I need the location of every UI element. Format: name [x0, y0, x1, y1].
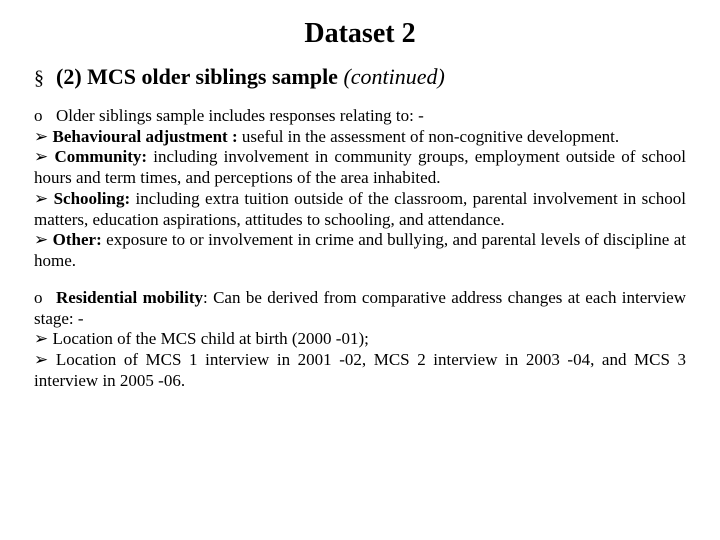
item-text: exposure to or involvement in crime and … — [34, 230, 686, 270]
heading-text: (2) MCS older siblings sample (continued… — [56, 64, 445, 90]
list-item: ➢ Schooling: including extra tuition out… — [34, 189, 686, 230]
item-text: useful in the assessment of non-cognitiv… — [238, 127, 619, 146]
arrow-icon: ➢ — [34, 147, 48, 166]
page-title: Dataset 2 — [34, 18, 686, 50]
item-label: Other: — [53, 230, 102, 249]
list-item: ➢ Location of MCS 1 interview in 2001 -0… — [34, 350, 686, 391]
slide-page: Dataset 2 § (2) MCS older siblings sampl… — [0, 0, 720, 426]
list-item: ➢ Other: exposure to or involvement in c… — [34, 230, 686, 271]
section-2: oResidential mobility: Can be derived fr… — [34, 288, 686, 392]
item-text: including extra tuition outside of the c… — [34, 189, 686, 229]
arrow-icon: ➢ — [34, 127, 48, 146]
arrow-icon: ➢ — [34, 230, 48, 249]
section-1: o Older siblings sample includes respons… — [34, 106, 686, 272]
arrow-icon: ➢ — [34, 189, 48, 208]
section-2-intro-label: Residential mobility — [56, 288, 203, 307]
item-label: Schooling: — [54, 189, 131, 208]
item-label: Community: — [54, 147, 147, 166]
circle-bullet-icon: o — [34, 106, 56, 127]
section-2-intro: oResidential mobility: Can be derived fr… — [34, 288, 686, 329]
list-item: ➢ Community: including involvement in co… — [34, 147, 686, 188]
arrow-icon: ➢ — [34, 350, 48, 369]
section-1-intro-text: Older siblings sample includes responses… — [56, 106, 424, 127]
item-label: Behavioural adjustment : — [53, 127, 238, 146]
list-item: ➢ Location of the MCS child at birth (20… — [34, 329, 686, 350]
section-heading: § (2) MCS older siblings sample (continu… — [34, 64, 686, 90]
arrow-icon: ➢ — [34, 329, 48, 348]
section-1-intro: o Older siblings sample includes respons… — [34, 106, 686, 127]
list-item: ➢ Behavioural adjustment : useful in the… — [34, 127, 686, 148]
circle-bullet-icon: o — [34, 288, 56, 309]
heading-bullet-icon: § — [34, 68, 56, 88]
item-text: Location of MCS 1 interview in 2001 -02,… — [34, 350, 686, 390]
heading-continued: (continued) — [343, 64, 444, 89]
item-text: Location of the MCS child at birth (2000… — [53, 329, 369, 348]
heading-main: (2) MCS older siblings sample — [56, 64, 343, 89]
